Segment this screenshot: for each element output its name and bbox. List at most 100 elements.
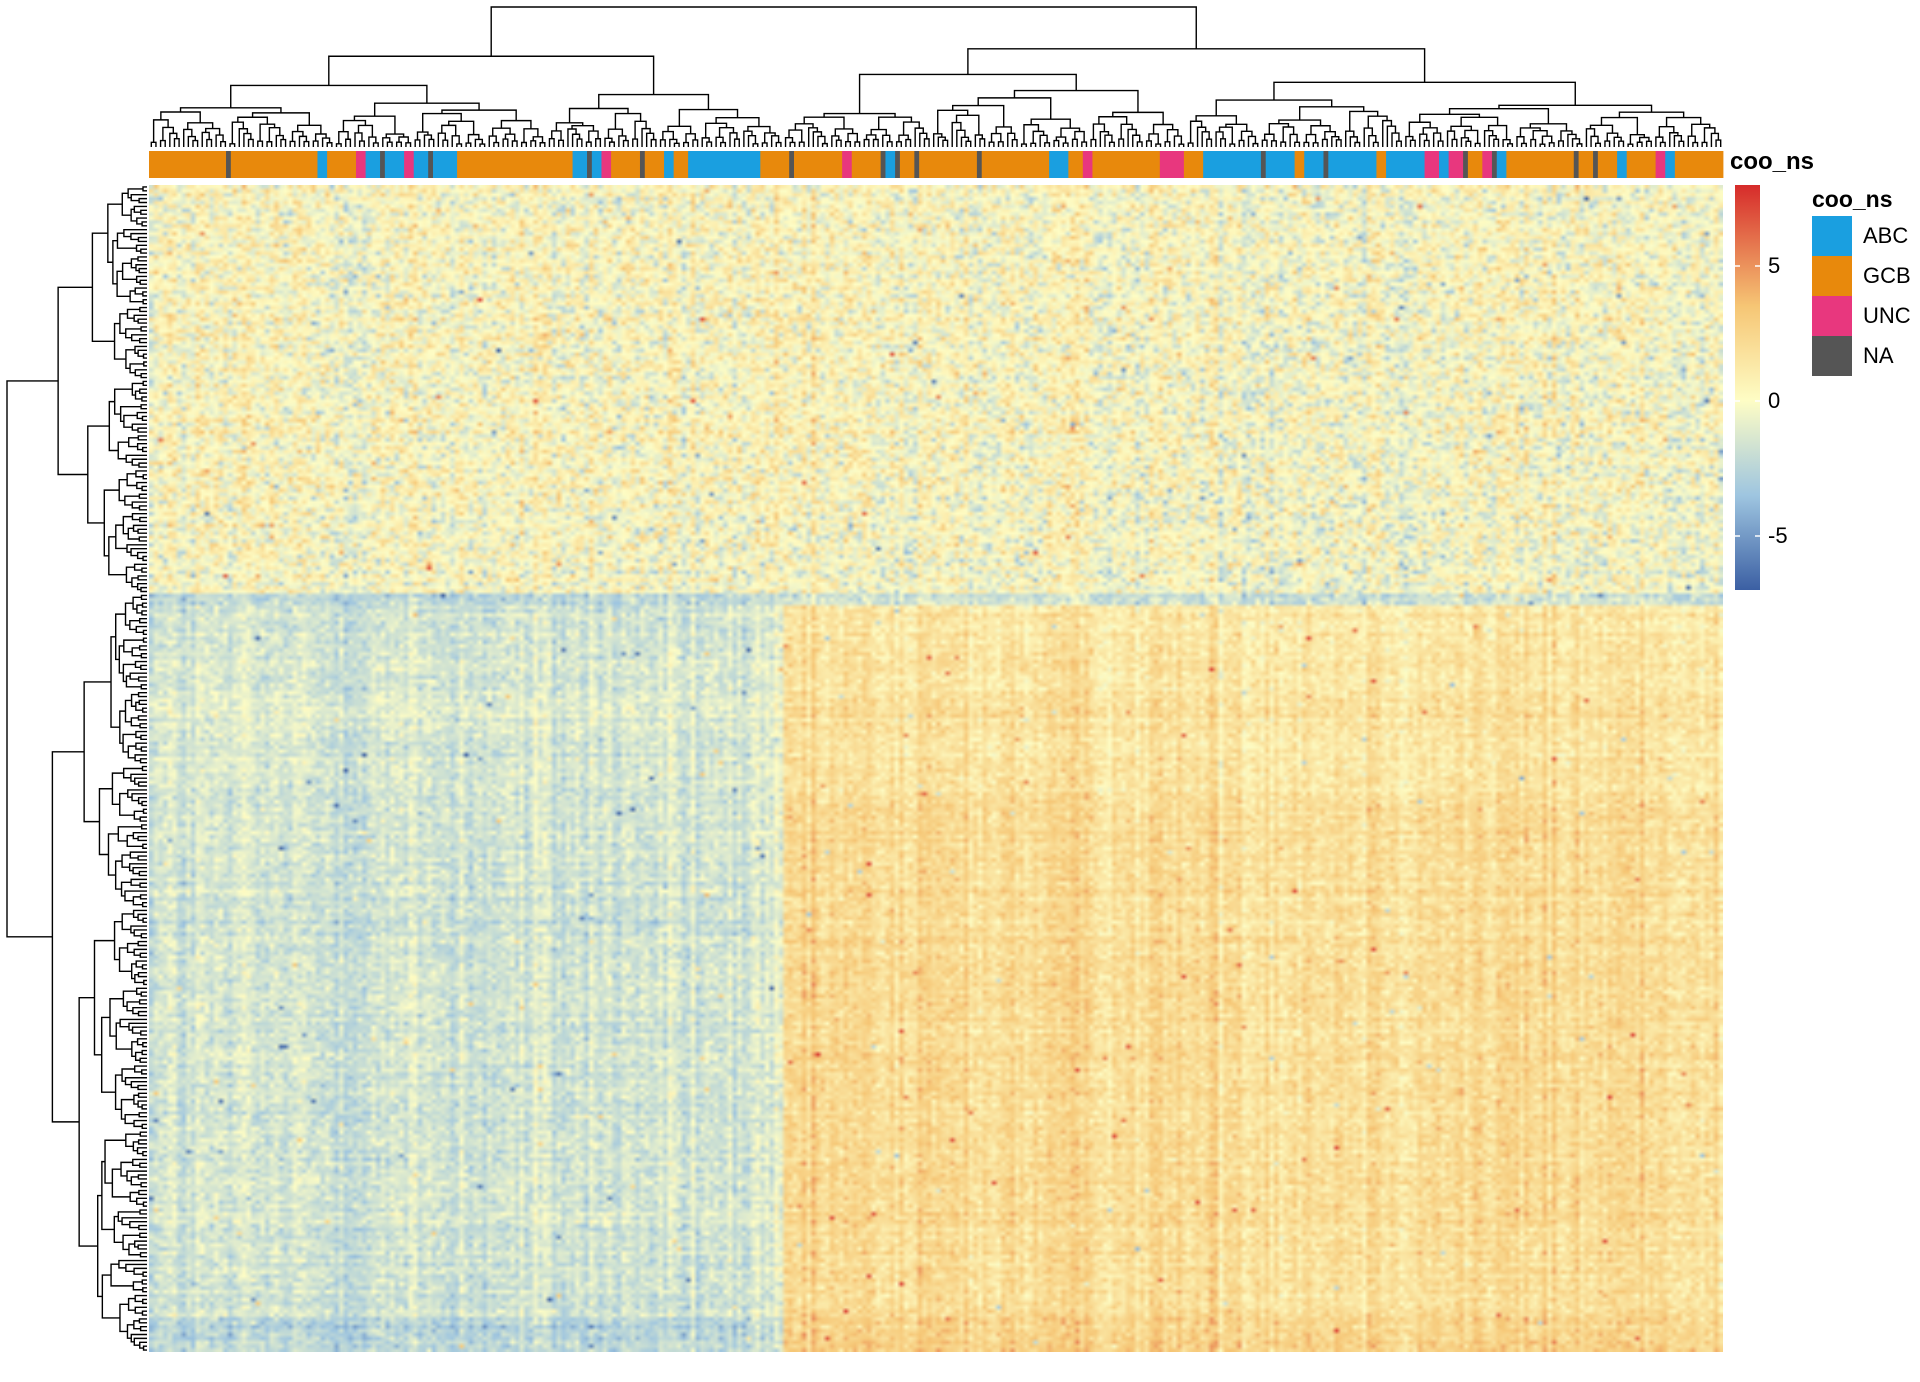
column-dendrogram-branch [220,141,227,147]
row-dendrogram-branch [128,437,139,448]
row-dendrogram-branch [139,306,147,313]
column-dendrogram-branch [1118,138,1125,147]
column-dendrogram-branch [385,133,405,138]
column-dendrogram-branch [342,119,367,132]
row-dendrogram-branch [142,291,147,297]
colorbar [1735,185,1760,590]
row-dendrogram-branch [132,1007,147,1015]
row-dendrogram-branch [137,972,147,978]
column-dendrogram-branch [192,139,199,147]
row-dendrogram-branch [136,1197,147,1205]
column-dendrogram-branch [237,116,269,125]
column-dendrogram-branch [678,108,739,127]
column-dendrogram-branch [1178,143,1185,147]
column-dendrogram-branch [1493,138,1500,147]
column-dendrogram-branch [395,141,403,147]
column-dendrogram-branch [1252,142,1259,147]
annotation-cell-abc [1328,151,1377,178]
column-dendrogram-branch [692,139,699,147]
annotation-cell-gcb [673,151,689,178]
column-dendrogram-branch [682,141,690,147]
column-dendrogram-branch [650,138,657,147]
column-dendrogram-branch [523,128,539,143]
column-dendrogram-branch [187,135,196,147]
column-dendrogram-branch [504,133,516,141]
row-dendrogram-branch [137,427,147,433]
column-dendrogram-branch [1090,138,1097,147]
column-dendrogram-branch [1282,126,1295,143]
column-dendrogram-branch [448,120,475,135]
column-dendrogram-branch [368,136,377,147]
column-dendrogram-branch [863,138,870,147]
column-dendrogram-branch [1278,119,1322,126]
column-dendrogram-branch [1247,135,1257,147]
column-dendrogram-branch [1519,127,1541,137]
row-dendrogram-branch [142,353,147,359]
row-dendrogram-branch [139,1057,147,1063]
column-dendrogram-branch [1645,140,1652,147]
row-dendrogram-branch [138,870,147,877]
column-dendrogram-branch [1324,131,1336,140]
annotation-cell-abc [688,151,761,178]
annotation-cell-unc [601,151,612,178]
row-dendrogram-branch [119,792,135,816]
column-dendrogram-branch [354,132,363,147]
row-dendrogram-branch [137,913,147,921]
row-dendrogram-branch [137,236,147,243]
column-dendrogram-branch [169,132,178,147]
row-dendrogram-branch [142,1287,147,1293]
annotation-cell-gcb [1092,151,1161,178]
column-dendrogram-branch [398,136,409,143]
annotation-cell-gcb [1578,151,1594,178]
row-dendrogram-branch [141,1310,147,1316]
annotation-cell-unc [842,151,853,178]
column-dendrogram-branch [173,138,180,147]
column-dendrogram-branch [1382,119,1393,147]
row-dendrogram-branch [139,1326,147,1332]
column-dendrogram-branch [952,104,1005,127]
row-dendrogram-branch [138,699,147,706]
row-dendrogram-branch [120,1098,134,1120]
row-dendrogram-branch [115,524,128,550]
column-dendrogram-branch [1268,122,1290,135]
column-dendrogram-branch [160,111,201,123]
row-dendrogram-branch [137,715,147,721]
column-dendrogram-branch [747,135,757,147]
row-dendrogram-branch [140,1030,147,1036]
row-dendrogram-branch [140,933,147,939]
row-dendrogram-branch [138,197,147,204]
column-dendrogram-branch [357,124,374,138]
annotation-cell-na [1593,151,1599,178]
row-dendrogram-branch [141,610,147,616]
row-dendrogram-branch [142,808,147,814]
column-dendrogram-branch [1062,142,1069,147]
row-dendrogram-branch [130,878,147,886]
column-dendrogram-branch [1703,127,1716,143]
column-dendrogram-branch [416,131,429,140]
column-dendrogram-branch [1687,135,1696,147]
row-dendrogram-branch [132,1158,147,1166]
row-dendrogram-branch [107,833,119,876]
row-dendrogram-branch [141,602,147,608]
column-dendrogram-branch [1627,143,1634,147]
annotation-cell-na [914,151,920,178]
annotation-cell-na [639,151,646,178]
row-dendrogram-branch [140,824,147,830]
column-dendrogram-branch [1460,137,1470,147]
row-dendrogram-branch [140,404,147,410]
column-dendrogram-branch [1310,125,1331,135]
row-dendrogram-branch [87,425,110,524]
row-dendrogram-branch [134,1294,147,1303]
row-dendrogram-branch [133,929,147,937]
annotation-cell-na [428,151,434,178]
column-dendrogram-branch [441,124,457,136]
column-dendrogram-branch [1422,127,1438,135]
row-dendrogram-branch [141,765,147,772]
column-dendrogram-branch [995,126,1012,134]
column-dendrogram-branch [1613,136,1622,147]
column-dendrogram-branch [1173,135,1183,147]
column-dendrogram-branch [715,116,760,127]
column-dendrogram-branch [259,123,276,142]
row-dendrogram-branch [142,1271,147,1277]
row-dendrogram-branch [133,810,144,820]
